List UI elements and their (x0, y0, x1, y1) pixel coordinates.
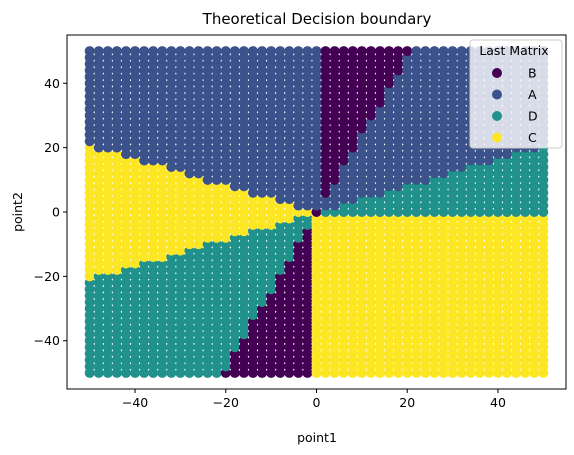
scatter-point (420, 46, 431, 57)
scatter-point (411, 46, 422, 57)
scatter-point (438, 46, 449, 57)
plot-area (84, 46, 549, 378)
scatter-point (320, 46, 331, 57)
scatter-point (266, 46, 277, 57)
y-axis: −40 −20 0 20 40 (34, 76, 67, 348)
scatter-point (84, 46, 95, 57)
scatter-point (275, 46, 286, 57)
legend-marker (492, 111, 502, 121)
scatter-point (93, 46, 104, 57)
scatter-point (211, 46, 222, 57)
scatter-point (456, 46, 467, 57)
scatter-point (220, 46, 231, 57)
scatter-point (175, 46, 186, 57)
scatter-point (257, 46, 268, 57)
scatter-point (139, 46, 150, 57)
scatter-point (111, 46, 122, 57)
scatter-point (375, 46, 386, 57)
y-axis-title: point2 (10, 192, 25, 232)
scatter-point (238, 46, 249, 57)
legend-label: A (528, 87, 537, 102)
scatter-point (402, 46, 413, 57)
legend-marker (492, 89, 502, 100)
scatter-point (384, 46, 395, 57)
y-tick-label: −40 (34, 333, 60, 348)
y-tick-label: 20 (44, 140, 60, 155)
scatter-point (229, 46, 240, 57)
scatter-point (247, 46, 258, 57)
scatter-point (284, 46, 295, 57)
x-tick-label: 20 (399, 395, 415, 410)
x-axis-title: point1 (297, 430, 337, 445)
legend-box (469, 39, 563, 149)
legend-label: B (528, 66, 537, 81)
scatter-point (356, 46, 367, 57)
legend-label: D (528, 109, 538, 124)
scatter-point (347, 46, 358, 57)
x-tick-label: −40 (122, 395, 148, 410)
scatter-point (130, 46, 141, 57)
scatter-point (148, 46, 159, 57)
scatter-points (84, 46, 549, 378)
chart-title: Theoretical Decision boundary (202, 10, 432, 28)
scatter-point (166, 46, 177, 57)
scatter-point (157, 46, 168, 57)
scatter-point (193, 46, 204, 57)
legend-label: C (528, 130, 537, 145)
legend-title: Last Matrix (479, 43, 548, 58)
scatter-point (120, 46, 131, 57)
x-tick-label: −20 (213, 395, 239, 410)
scatter-point (429, 46, 440, 57)
scatter-point (302, 46, 313, 57)
scatter-point (202, 46, 213, 57)
scatter-point (365, 46, 376, 57)
scatter-point (447, 46, 458, 57)
y-tick-label: −20 (34, 269, 60, 284)
legend-marker (492, 132, 502, 143)
x-tick-label: 0 (313, 395, 321, 410)
scatter-point (293, 46, 304, 57)
x-axis: −40 −20 0 20 40 (122, 389, 506, 410)
scatter-point (184, 46, 195, 57)
y-tick-label: 40 (44, 76, 60, 91)
legend-marker (492, 68, 502, 78)
scatter-point (329, 46, 340, 57)
x-tick-label: 40 (490, 395, 506, 410)
y-tick-label: 0 (52, 205, 60, 220)
scatter-point (102, 46, 113, 57)
scatter-point (311, 46, 322, 57)
scatter-point (338, 46, 349, 57)
scatter-point (393, 46, 404, 57)
